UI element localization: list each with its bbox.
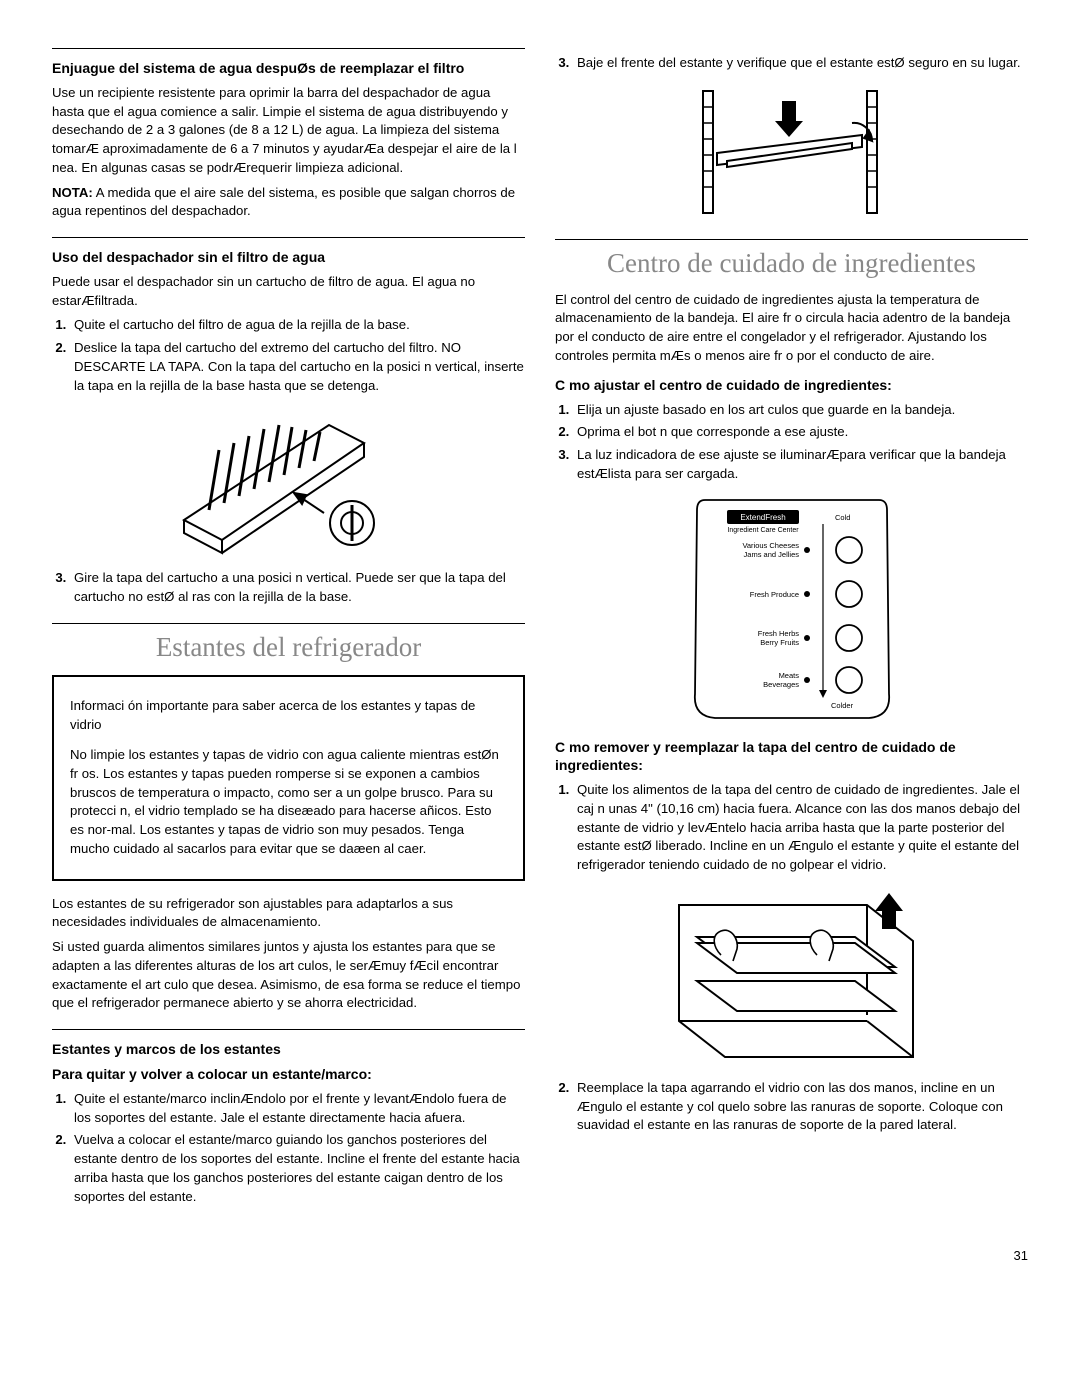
box-para: Informaci ón importante para saber acerc… bbox=[70, 697, 507, 734]
panel-brand: ExtendFresh bbox=[740, 513, 785, 522]
list-item: Vuelva a colocar el estante/marco guiand… bbox=[70, 1131, 525, 1206]
steps-adjust: Elija un ajuste basado en los art culos … bbox=[555, 401, 1028, 484]
note-body: A medida que el aire sale del sistema, e… bbox=[52, 185, 515, 219]
heading-rinse: Enjuague del sistema de agua despuØs de … bbox=[52, 59, 525, 78]
panel-button-2[interactable] bbox=[836, 581, 862, 607]
rule bbox=[555, 239, 1028, 240]
page-number: 31 bbox=[52, 1248, 1028, 1263]
steps-without-filter-cont: Gire la tapa del cartucho a una posici n… bbox=[52, 569, 525, 606]
figure-control-panel: ExtendFresh Ingredient Care Center Cold … bbox=[555, 494, 1028, 724]
para: El control del centro de cuidado de ingr… bbox=[555, 291, 1028, 366]
list-item: Oprima el bot n que corresponde a ese aj… bbox=[573, 423, 1028, 442]
heading-without-filter: Uso del despachador sin el filtro de agu… bbox=[52, 248, 525, 267]
para-note: NOTA: A medida que el aire sale del sist… bbox=[52, 184, 525, 221]
panel-opt-berries: Berry Fruits bbox=[760, 638, 799, 647]
panel-opt-meats: Meats bbox=[778, 671, 799, 680]
heading-ingredient-center: Centro de cuidado de ingredientes bbox=[555, 248, 1028, 279]
list-item: Gire la tapa del cartucho a una posici n… bbox=[70, 569, 525, 606]
panel-opt-jams: Jams and Jellies bbox=[743, 550, 799, 559]
list-item: Baje el frente del estante y verifique q… bbox=[573, 54, 1028, 73]
panel-button-4[interactable] bbox=[836, 667, 862, 693]
page-columns: Enjuague del sistema de agua despuØs de … bbox=[52, 48, 1028, 1212]
panel-opt-produce: Fresh Produce bbox=[749, 590, 798, 599]
panel-opt-herbs: Fresh Herbs bbox=[757, 629, 799, 638]
control-panel-illustration: ExtendFresh Ingredient Care Center Cold … bbox=[687, 494, 897, 724]
note-lead: NOTA: bbox=[52, 185, 93, 200]
shelf-lower-illustration bbox=[677, 83, 907, 223]
figure-remove-cover bbox=[555, 885, 1028, 1065]
heading-frames: Estantes y marcos de los estantes bbox=[52, 1040, 525, 1059]
heading-remove-cover: C mo remover y reemplazar la tapa del ce… bbox=[555, 738, 1028, 776]
filter-grille-illustration bbox=[174, 405, 404, 555]
heading-adjust: C mo ajustar el centro de cuidado de ing… bbox=[555, 376, 1028, 395]
rule bbox=[52, 237, 525, 238]
list-item: Elija un ajuste basado en los art culos … bbox=[573, 401, 1028, 420]
list-item: Reemplace la tapa agarrando el vidrio co… bbox=[573, 1079, 1028, 1135]
heading-shelves: Estantes del refrigerador bbox=[52, 632, 525, 663]
steps-cover-cont: Reemplace la tapa agarrando el vidrio co… bbox=[555, 1079, 1028, 1135]
figure-filter-grille bbox=[52, 405, 525, 555]
panel-button-1[interactable] bbox=[836, 537, 862, 563]
panel-subtitle: Ingredient Care Center bbox=[727, 527, 799, 534]
remove-cover-illustration bbox=[667, 885, 917, 1065]
glass-shelf-warning-box: Informaci ón importante para saber acerc… bbox=[52, 675, 525, 881]
list-item: Quite el estante/marco inclinÆndolo por … bbox=[70, 1090, 525, 1127]
list-item: Deslice la tapa del cartucho del extremo… bbox=[70, 339, 525, 395]
panel-button-3[interactable] bbox=[836, 625, 862, 651]
figure-shelf-lower bbox=[555, 83, 1028, 223]
panel-cold-label: Cold bbox=[835, 513, 850, 522]
para: Use un recipiente resistente para oprimi… bbox=[52, 84, 525, 178]
rule bbox=[52, 1029, 525, 1030]
steps-frames-cont: Baje el frente del estante y verifique q… bbox=[555, 54, 1028, 73]
list-item: La luz indicadora de ese ajuste se ilumi… bbox=[573, 446, 1028, 483]
steps-cover: Quite los alimentos de la tapa del centr… bbox=[555, 781, 1028, 875]
steps-without-filter: Quite el cartucho del filtro de agua de … bbox=[52, 316, 525, 395]
heading-remove-replace: Para quitar y volver a colocar un estant… bbox=[52, 1065, 525, 1084]
list-item: Quite los alimentos de la tapa del centr… bbox=[573, 781, 1028, 875]
list-item: Quite el cartucho del filtro de agua de … bbox=[70, 316, 525, 335]
rule bbox=[52, 623, 525, 624]
left-column: Enjuague del sistema de agua despuØs de … bbox=[52, 48, 525, 1212]
steps-frames: Quite el estante/marco inclinÆndolo por … bbox=[52, 1090, 525, 1206]
para: Si usted guarda alimentos similares junt… bbox=[52, 938, 525, 1013]
para: Puede usar el despachador sin un cartuch… bbox=[52, 273, 525, 310]
rule bbox=[52, 48, 525, 49]
para: Los estantes de su refrigerador son ajus… bbox=[52, 895, 525, 932]
panel-colder-label: Colder bbox=[831, 701, 854, 710]
box-para: No limpie los estantes y tapas de vidrio… bbox=[70, 746, 507, 858]
panel-opt-beverages: Beverages bbox=[763, 680, 799, 689]
right-column: Baje el frente del estante y verifique q… bbox=[555, 48, 1028, 1212]
panel-opt-cheeses: Various Cheeses bbox=[742, 541, 799, 550]
